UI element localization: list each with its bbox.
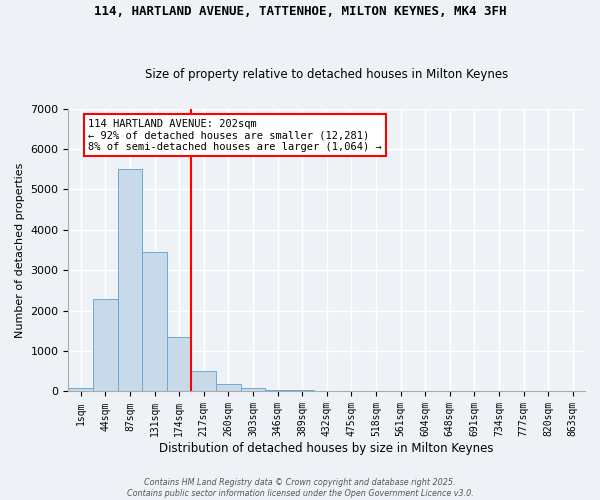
Text: 114, HARTLAND AVENUE, TATTENHOE, MILTON KEYNES, MK4 3FH: 114, HARTLAND AVENUE, TATTENHOE, MILTON … <box>94 5 506 18</box>
Bar <box>118 169 142 392</box>
Bar <box>241 388 265 392</box>
Bar <box>142 252 167 392</box>
Bar <box>290 390 314 392</box>
Bar <box>93 298 118 392</box>
X-axis label: Distribution of detached houses by size in Milton Keynes: Distribution of detached houses by size … <box>160 442 494 455</box>
Y-axis label: Number of detached properties: Number of detached properties <box>15 162 25 338</box>
Bar <box>216 384 241 392</box>
Bar <box>191 372 216 392</box>
Bar <box>314 391 339 392</box>
Bar <box>265 390 290 392</box>
Title: Size of property relative to detached houses in Milton Keynes: Size of property relative to detached ho… <box>145 68 508 81</box>
Bar <box>68 388 93 392</box>
Bar <box>167 337 191 392</box>
Text: 114 HARTLAND AVENUE: 202sqm
← 92% of detached houses are smaller (12,281)
8% of : 114 HARTLAND AVENUE: 202sqm ← 92% of det… <box>88 118 382 152</box>
Text: Contains HM Land Registry data © Crown copyright and database right 2025.
Contai: Contains HM Land Registry data © Crown c… <box>127 478 473 498</box>
